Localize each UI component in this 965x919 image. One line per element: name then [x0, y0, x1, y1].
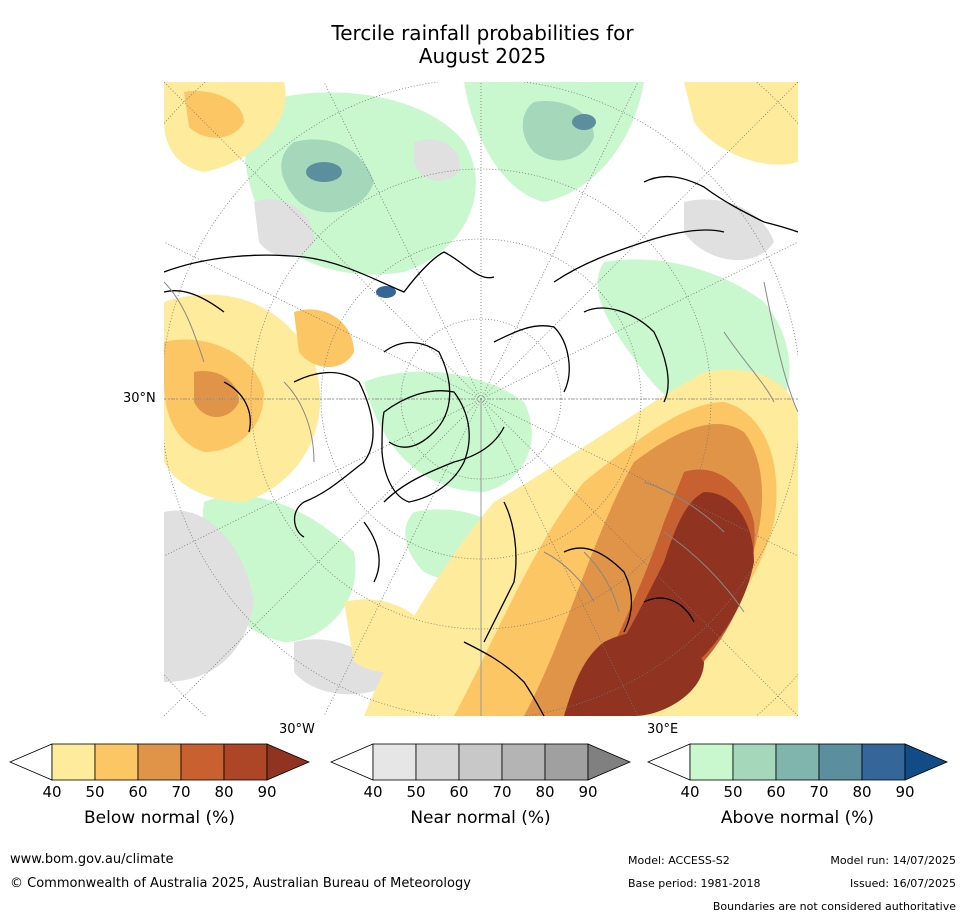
latitude-label-30n: 30°N [123, 391, 156, 406]
website-link[interactable]: www.bom.gov.au/climate [10, 852, 174, 867]
tick: 60 [766, 783, 786, 801]
colorbar-lower-extend [646, 743, 691, 781]
tick: 40 [363, 783, 383, 801]
tick: 70 [171, 783, 191, 801]
colorbar-above-normal [646, 743, 949, 781]
colorbar-near-label: Near normal (%) [410, 808, 551, 828]
tick: 90 [578, 783, 598, 801]
colorbar-segment [51, 743, 96, 781]
cbar-near-segments [329, 743, 632, 781]
greenland-coast [381, 390, 470, 503]
tick: 40 [42, 783, 62, 801]
tick: 70 [492, 783, 512, 801]
boundaries-disclaimer: Boundaries are not considered authoritat… [712, 900, 956, 913]
copyright-text: © Commonwealth of Australia 2025, Austra… [10, 876, 471, 891]
colorbar-segment [818, 743, 863, 781]
tick: 90 [895, 783, 915, 801]
tick: 40 [680, 783, 700, 801]
issued-date: Issued: 16/07/2025 [849, 877, 956, 890]
colorbar-segment [137, 743, 182, 781]
cbar-below-segments [8, 743, 311, 781]
colorbar-segment [458, 743, 503, 781]
colorbar-above-label: Above normal (%) [720, 808, 875, 828]
base-period: Base period: 1981-2018 [628, 877, 761, 890]
tick: 90 [257, 783, 277, 801]
longitude-label-30e: 30°E [647, 722, 679, 737]
title-line-2: August 2025 [418, 44, 547, 68]
colorbar-segment [732, 743, 777, 781]
colorbar-near-normal [329, 743, 632, 781]
colorbar-segment [861, 743, 906, 781]
colorbar-segment [689, 743, 734, 781]
chart-title: Tercile rainfall probabilities for Augus… [0, 22, 965, 68]
colorbar-upper-extend [266, 743, 311, 781]
colorbar-segment [180, 743, 225, 781]
colorbar-segment [544, 743, 589, 781]
tick: 50 [85, 783, 105, 801]
colorbar-lower-extend [8, 743, 53, 781]
colorbar-upper-extend [904, 743, 949, 781]
tick: 80 [214, 783, 234, 801]
tick: 50 [723, 783, 743, 801]
colorbar-below-label: Below normal (%) [84, 808, 235, 828]
colorbar-segment [501, 743, 546, 781]
tick: 60 [449, 783, 469, 801]
below-normal-90 [564, 492, 754, 716]
country-borders [164, 281, 798, 613]
model-name: Model: ACCESS-S2 [628, 854, 730, 867]
colorbar-segment [775, 743, 820, 781]
near-normal-areas [164, 139, 774, 695]
tick: 50 [406, 783, 426, 801]
rainfall-probability-map [164, 82, 798, 716]
colorbar-segment [415, 743, 460, 781]
tick: 60 [128, 783, 148, 801]
colorbar-upper-extend [587, 743, 632, 781]
tick: 80 [535, 783, 555, 801]
colorbar-below-normal [8, 743, 311, 781]
longitude-label-30w: 30°W [279, 722, 315, 737]
colorbar-segment [94, 743, 139, 781]
tick: 80 [852, 783, 872, 801]
cbar-above-segments [646, 743, 949, 781]
colorbar-lower-extend [329, 743, 374, 781]
coastlines [164, 175, 798, 716]
tick: 70 [809, 783, 829, 801]
colorbar-segment [372, 743, 417, 781]
title-line-1: Tercile rainfall probabilities for [331, 21, 634, 45]
model-run-date: Model run: 14/07/2025 [830, 854, 956, 867]
colorbar-segment [223, 743, 268, 781]
